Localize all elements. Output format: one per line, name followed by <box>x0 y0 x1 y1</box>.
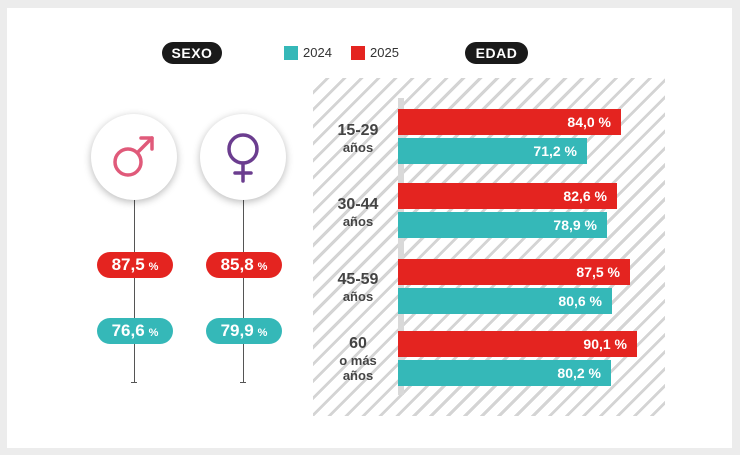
age-label-60-plus-range: 60 <box>349 335 367 352</box>
age-label-60-plus-qualifier: o más <box>339 353 377 368</box>
sexo-header: SEXO <box>162 42 222 64</box>
female-circle <box>200 114 286 200</box>
bar-2025-15-29: 84,0 % <box>398 109 621 135</box>
bar-2025-30-44: 82,6 % <box>398 183 617 209</box>
age-label-15-29-range: 15-29 <box>337 122 379 139</box>
male-2025-value: 87,5% <box>97 252 173 278</box>
female-symbol-icon <box>227 133 259 183</box>
male-connector-line <box>134 195 135 382</box>
male-2024-value: 76,6% <box>97 318 173 344</box>
legend-label-2024: 2024 <box>303 45 332 60</box>
female-connector-line <box>243 195 244 382</box>
female-2025-unit: % <box>257 261 268 273</box>
male-2025-unit: % <box>148 261 159 273</box>
age-label-30-44: 30-44 años <box>322 196 394 229</box>
legend-label-2025: 2025 <box>370 45 399 60</box>
male-2025-number: 87,5 <box>111 255 145 274</box>
female-connector-end <box>240 382 246 383</box>
age-label-30-44-unit: años <box>342 214 374 229</box>
age-label-45-59: 45-59 años <box>322 271 394 304</box>
female-2024-unit: % <box>257 327 268 339</box>
legend-swatch-2025 <box>351 46 365 60</box>
female-2024-value: 79,9% <box>206 318 282 344</box>
age-label-30-44-range: 30-44 <box>337 196 379 213</box>
age-label-45-59-range: 45-59 <box>337 271 379 288</box>
age-label-45-59-unit: años <box>342 289 374 304</box>
female-2024-number: 79,9 <box>220 321 254 340</box>
bar-2025-60-plus: 90,1 % <box>398 331 637 357</box>
bar-2024-60-plus: 80,2 % <box>398 360 611 386</box>
bar-axis <box>398 98 404 395</box>
legend-swatch-2024 <box>284 46 298 60</box>
male-circle <box>91 114 177 200</box>
male-2024-number: 76,6 <box>111 321 145 340</box>
bar-2024-30-44: 78,9 % <box>398 212 607 238</box>
male-connector-end <box>131 382 137 383</box>
edad-header: EDAD <box>465 42 528 64</box>
age-label-15-29-unit: años <box>342 140 374 155</box>
female-2025-number: 85,8 <box>220 255 254 274</box>
female-2025-value: 85,8% <box>206 252 282 278</box>
male-2024-unit: % <box>148 327 159 339</box>
bar-2024-45-59: 80,6 % <box>398 288 612 314</box>
age-label-60-plus: 60 o más años <box>322 335 394 383</box>
bar-2025-45-59: 87,5 % <box>398 259 630 285</box>
age-label-60-plus-unit: años <box>342 368 374 383</box>
bar-2024-15-29: 71,2 % <box>398 138 587 164</box>
male-symbol-icon <box>113 136 154 177</box>
age-label-15-29: 15-29 años <box>322 122 394 155</box>
